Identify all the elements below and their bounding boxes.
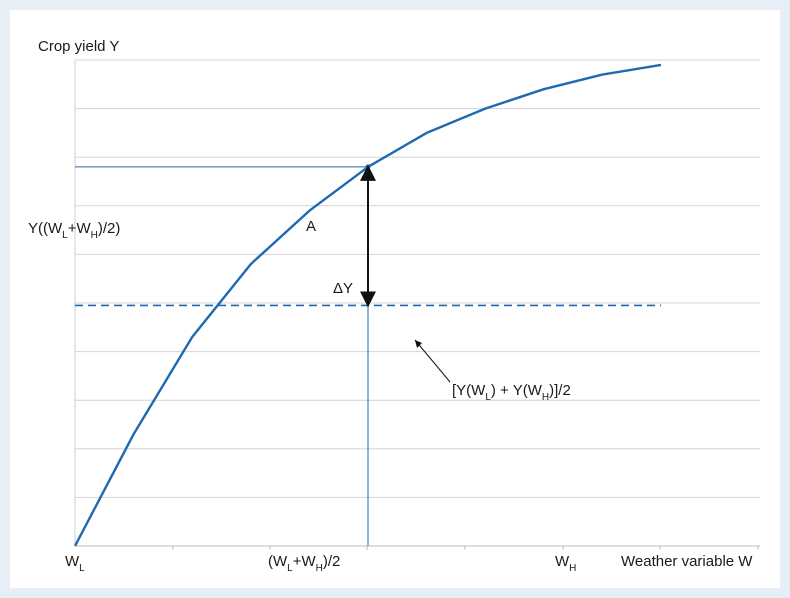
chart-labels: Crop yield YY((WL+WH)/2) AΔY[Y(WL) + Y(WH… (28, 38, 753, 574)
y-midpoint-label-sub-l: L (62, 230, 68, 241)
y-midpoint-label-tail: )/2) (98, 220, 121, 237)
x-tick-label-wh-sub: H (569, 563, 576, 574)
y-midpoint-label: Y((WL+WH)/2) (28, 220, 120, 241)
average-yield-label: [Y(WL) + Y(WH)]/2 (452, 382, 571, 403)
average-yield-label-p3: )]/2 (549, 382, 571, 399)
average-yield-label-sub-l: L (485, 392, 491, 403)
dashed-label-pointer-head (415, 340, 422, 348)
gridlines (75, 59, 760, 498)
average-yield-label-sub-h: H (542, 392, 549, 403)
x-tick-label-wl: WL (65, 553, 85, 574)
point-a-label: A (306, 218, 316, 235)
y-midpoint-label-sub-h: H (91, 230, 98, 241)
y-midpoint-label-base: Y((W (28, 220, 63, 237)
chart-panel: Crop yield Y Y((WL+WH)/2) A ΔY [Y(WL) + Y(WH… (10, 10, 780, 588)
chart-marks (73, 63, 662, 547)
delta-y-label: ΔY (333, 280, 353, 297)
x-tick-label-wl-sub: L (79, 563, 85, 574)
average-yield-label-p2: ) + Y(W (491, 382, 543, 399)
axes (74, 60, 760, 550)
average-yield-label-p1: [Y(W (452, 382, 486, 399)
x-tick-label-midpoint-base: (W (268, 553, 288, 570)
x-tick-label-midpoint-sub-l: L (287, 563, 293, 574)
point-a-marker (365, 164, 371, 170)
x-tick-label-midpoint-mid: +W (293, 553, 317, 570)
x-tick-label-midpoint-sub-h: H (316, 563, 323, 574)
dashed-label-pointer-line (414, 339, 451, 383)
x-tick-label-wh: WH (555, 553, 576, 574)
x-tick-label-wh-base: W (555, 553, 570, 570)
y-midpoint-label-mid: +W (68, 220, 92, 237)
x-tick-label-midpoint: (WL+WH)/2 (268, 553, 340, 574)
x-tick-label-midpoint-tail: )/2 (323, 553, 341, 570)
x-axis-label: Weather variable W (621, 553, 753, 570)
x-tick-label-wl-base: W (65, 553, 80, 570)
y-axis-label: Crop yield Y (38, 38, 119, 55)
chart-svg: Crop yield YY((WL+WH)/2) AΔY[Y(WL) + Y(WH… (28, 38, 760, 574)
